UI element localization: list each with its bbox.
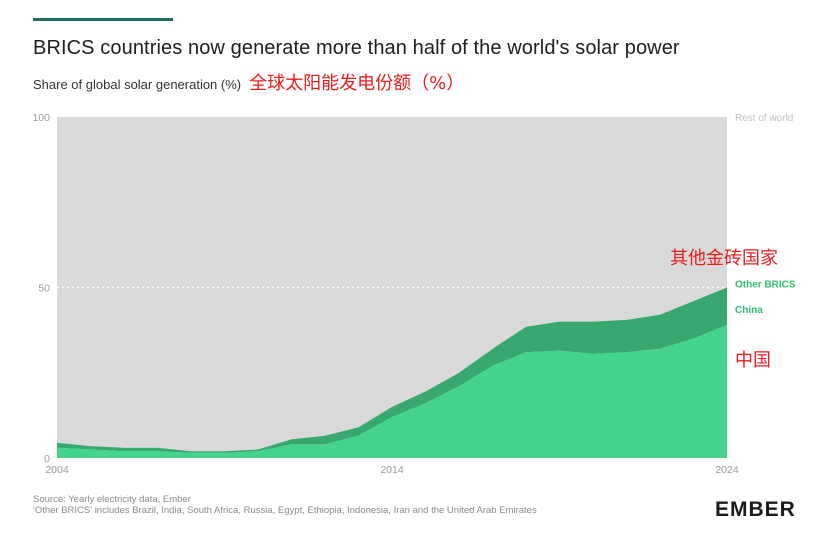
footer-note: 'Other BRICS' includes Brazil, India, So… bbox=[33, 505, 537, 516]
area-rest-of-world bbox=[57, 117, 727, 452]
chart-title: BRICS countries now generate more than h… bbox=[33, 37, 680, 59]
header-accent-bar bbox=[33, 18, 173, 21]
chart-subtitle-cn: 全球太阳能发电份额（%） bbox=[249, 73, 465, 94]
subtitle-row: Share of global solar generation (%) 全球太… bbox=[33, 69, 464, 95]
chart-subtitle: Share of global solar generation (%) bbox=[33, 77, 242, 92]
footer-source: Source: Yearly electricity data, Ember bbox=[33, 494, 191, 505]
chart-footer: Source: Yearly electricity data, Ember '… bbox=[33, 494, 537, 516]
x-tick-label: 2024 bbox=[715, 464, 739, 476]
series-label-china: China bbox=[735, 305, 763, 316]
annotation-china-cn: 中国 bbox=[735, 350, 771, 371]
series-label-other-brics: Other BRICS bbox=[735, 280, 796, 291]
annotation-other-brics-cn: 其他金砖国家 bbox=[670, 248, 778, 269]
series-label-rest-of-world: Rest of world bbox=[735, 113, 793, 124]
area-china bbox=[57, 325, 727, 458]
y-tick-label: 100 bbox=[32, 112, 50, 124]
x-tick-label: 2014 bbox=[380, 464, 404, 476]
ember-logo: EMBER bbox=[715, 498, 796, 521]
y-tick-label: 50 bbox=[38, 283, 50, 295]
x-tick-label: 2004 bbox=[45, 464, 69, 476]
area-other-brics bbox=[57, 287, 727, 453]
y-tick-label: 0 bbox=[44, 453, 50, 465]
